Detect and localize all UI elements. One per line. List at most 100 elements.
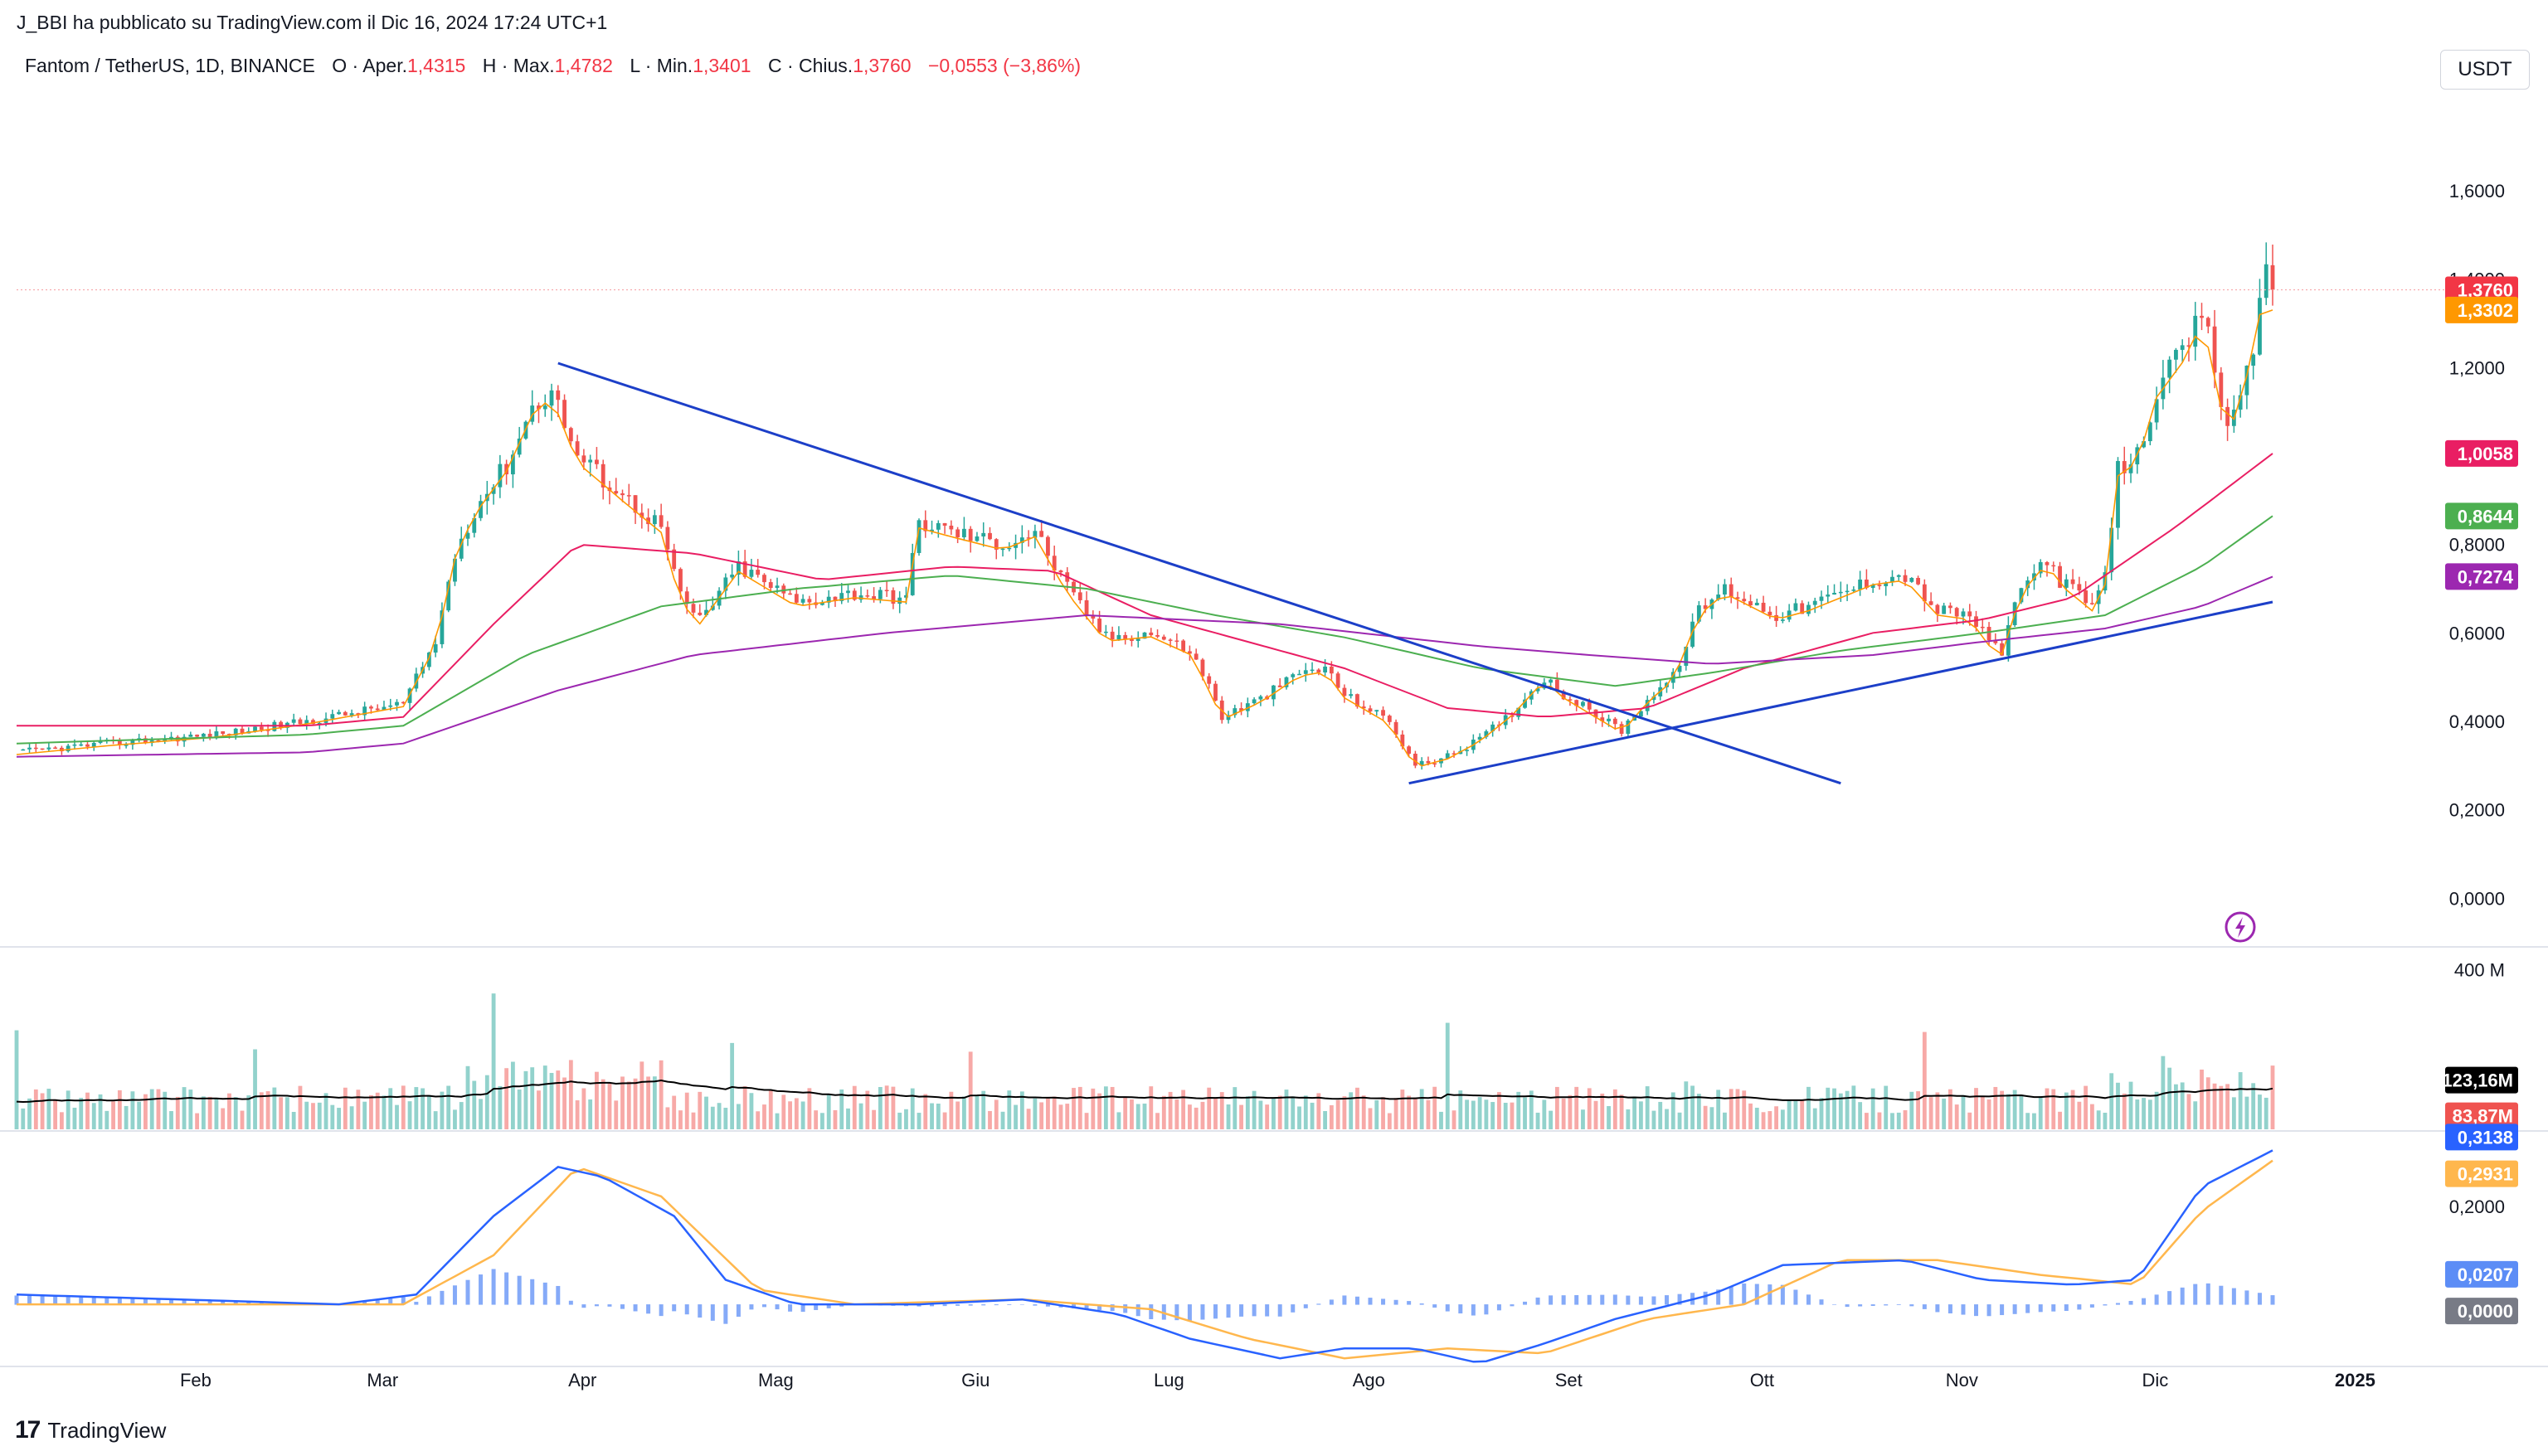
open-label: O · Aper.: [332, 55, 407, 76]
macd-histogram-bar: [2077, 1304, 2082, 1310]
candle-body: [1877, 585, 1882, 586]
volume-bar: [72, 1107, 77, 1129]
macd-histogram-bar: [1587, 1294, 1592, 1305]
macd-histogram-bar: [1033, 1304, 1038, 1306]
volume-bar: [1329, 1104, 1334, 1129]
candle-body: [833, 596, 838, 601]
candle-body: [2077, 584, 2082, 591]
volume-bar: [272, 1087, 277, 1129]
candle-body: [768, 582, 773, 589]
candle-body: [1884, 582, 1889, 586]
candle-body: [1052, 556, 1057, 571]
candle-body: [1329, 666, 1334, 674]
volume-bar: [1845, 1090, 1850, 1129]
volume-bar: [484, 1075, 489, 1129]
volume-bar: [504, 1068, 509, 1129]
macd-histogram-bar: [465, 1279, 470, 1305]
time-axis-tick: Lug: [1154, 1370, 1184, 1390]
macd-histogram-bar: [130, 1298, 135, 1305]
volume-bar: [1335, 1099, 1340, 1129]
macd-histogram-bar: [1045, 1304, 1050, 1307]
candle-body: [2251, 354, 2256, 366]
candle-body: [601, 463, 605, 488]
macd-histogram-bar: [14, 1295, 19, 1305]
candle-body: [1342, 687, 1347, 696]
candle-body: [968, 528, 973, 541]
candle-body: [311, 720, 315, 725]
macd-histogram-bar: [1549, 1295, 1554, 1305]
macd-histogram-bar: [91, 1297, 96, 1305]
volume-bar: [1523, 1097, 1527, 1129]
volume-bar: [1645, 1086, 1650, 1129]
candle-body: [472, 517, 477, 533]
candle-body: [1233, 708, 1238, 716]
candle-body: [1103, 631, 1108, 633]
volume-bar: [369, 1094, 373, 1129]
volume-bar: [620, 1076, 625, 1129]
volume-bar: [549, 1073, 554, 1129]
volume-bar: [1033, 1098, 1038, 1129]
volume-bar: [1265, 1104, 1270, 1129]
volume-bar: [2058, 1111, 2062, 1129]
volume-bar: [949, 1091, 954, 1129]
macd-histogram-bar: [2128, 1301, 2133, 1305]
candle-body: [1277, 685, 1282, 687]
candle-body: [130, 740, 135, 745]
volume-bar: [684, 1092, 689, 1129]
volume-bar: [91, 1103, 96, 1129]
candle-body: [1761, 602, 1766, 612]
candle-body: [1272, 685, 1276, 700]
candle-body: [1110, 631, 1115, 640]
volume-bar: [717, 1103, 722, 1129]
candle-body: [2019, 588, 2024, 603]
volume-bar: [233, 1097, 238, 1129]
macd-histogram-bar: [1149, 1304, 1154, 1320]
candle-body: [1252, 699, 1257, 704]
macd-histogram-bar: [105, 1298, 109, 1305]
macd-histogram-bar: [2012, 1304, 2017, 1314]
macd-histogram-bar: [1922, 1304, 1927, 1309]
currency-button[interactable]: USDT: [2440, 50, 2530, 90]
candle-body: [762, 575, 766, 583]
volume-bar: [85, 1092, 90, 1129]
volume-bar: [1593, 1100, 1598, 1129]
candle-body: [1413, 754, 1417, 766]
volume-bar: [1916, 1091, 1920, 1129]
low-value: 1,3401: [693, 55, 751, 76]
candle-body: [537, 405, 541, 410]
candle-body: [1535, 688, 1540, 692]
macd-histogram-bar: [207, 1300, 212, 1305]
candle-body: [1523, 699, 1527, 708]
volume-bar: [1890, 1113, 1894, 1129]
macd-histogram-bar: [1226, 1304, 1231, 1318]
candle-body: [298, 719, 303, 725]
volume-bar: [807, 1088, 812, 1129]
symbol-label[interactable]: Fantom / TetherUS, 1D, BINANCE: [25, 55, 315, 76]
volume-bar: [1445, 1022, 1450, 1129]
volume-bar: [1400, 1090, 1405, 1129]
macd-histogram-bar: [362, 1301, 367, 1305]
volume-bar: [665, 1107, 670, 1129]
candle-body: [1729, 584, 1734, 598]
candle-body: [614, 491, 619, 494]
candle-body: [169, 736, 173, 740]
candle-body: [781, 585, 786, 594]
candle-body: [1806, 604, 1811, 614]
ema-value-tag-0-bg: [2445, 296, 2518, 323]
macd-histogram-bar: [1742, 1283, 1747, 1305]
volume-bar: [1626, 1109, 1631, 1129]
volume-bar: [453, 1109, 457, 1129]
volume-bar: [1439, 1111, 1443, 1129]
volume-bar: [517, 1090, 522, 1129]
volume-bar: [1097, 1093, 1102, 1129]
candle-body: [2142, 441, 2146, 448]
volume-bar: [1761, 1112, 1766, 1129]
candle-body: [884, 590, 889, 592]
volume-bar: [858, 1103, 863, 1129]
candle-body: [1870, 585, 1875, 589]
volume-bar: [1471, 1100, 1476, 1129]
volume-bar: [2051, 1089, 2056, 1129]
candle-body: [652, 515, 657, 525]
candle-body: [1554, 679, 1559, 692]
